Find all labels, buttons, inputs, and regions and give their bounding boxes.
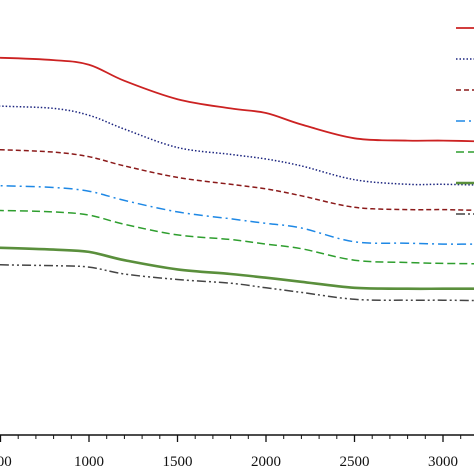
series-line-5 — [0, 209, 474, 265]
x-tick-label-2000: 2000 — [251, 454, 281, 470]
x-tick-label-3000: 3000 — [428, 454, 458, 470]
x-tick-label-1500: 1500 — [163, 454, 193, 470]
x-tick-label-500: 500 — [0, 454, 12, 470]
series-line-7 — [0, 264, 474, 302]
series-layer — [0, 56, 474, 302]
series-line-6 — [0, 246, 474, 291]
legend — [456, 27, 474, 215]
x-axis-minor-ticks — [17, 435, 462, 439]
series-line-3 — [0, 149, 474, 211]
x-axis-ticks — [0, 435, 444, 442]
series-line-1 — [0, 56, 474, 143]
x-axis-tick-labels: 050010001500200025003000 — [0, 454, 458, 470]
x-tick-label-2500: 2500 — [340, 454, 370, 470]
series-line-4 — [0, 184, 474, 245]
x-tick-label-1000: 1000 — [74, 454, 104, 470]
